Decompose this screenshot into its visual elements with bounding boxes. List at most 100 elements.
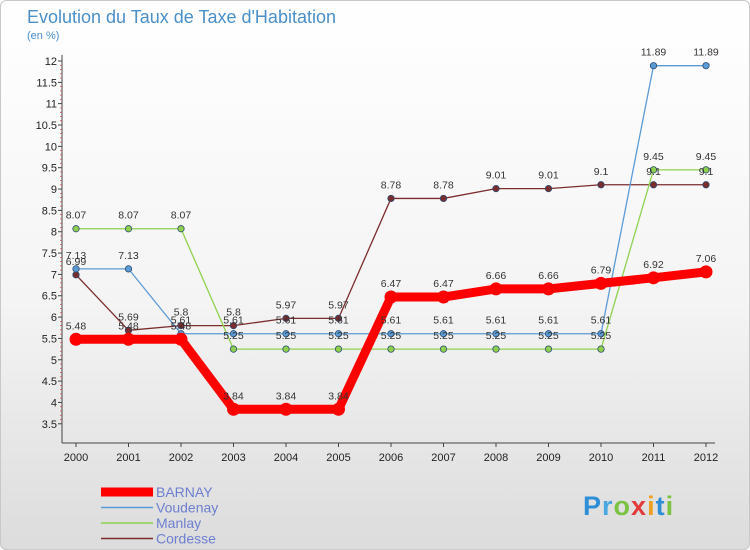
data-point-voudenay bbox=[229, 330, 238, 338]
data-label-manlay: 5.25 bbox=[538, 330, 559, 342]
x-tick-label: 2010 bbox=[589, 452, 613, 464]
data-point-voudenay bbox=[439, 330, 448, 338]
data-point-manlay bbox=[544, 345, 553, 353]
data-point-cordesse bbox=[702, 181, 710, 189]
y-tick-label: 3.5 bbox=[42, 419, 57, 431]
data-point-barnay bbox=[384, 290, 398, 304]
data-point-manlay bbox=[439, 345, 448, 353]
x-tick-label: 2001 bbox=[116, 452, 140, 464]
data-label-cordesse: 5.69 bbox=[118, 311, 139, 323]
data-label-barnay: 6.66 bbox=[538, 270, 559, 282]
data-label-manlay: 9.45 bbox=[643, 151, 664, 163]
data-label-barnay: 6.92 bbox=[643, 259, 664, 271]
proxiti-logo: Proxiti bbox=[583, 491, 674, 522]
data-point-barnay bbox=[437, 290, 450, 304]
x-tick-label: 2009 bbox=[536, 452, 560, 464]
data-label-cordesse: 5.97 bbox=[328, 299, 349, 311]
series-line-cordesse bbox=[75, 184, 707, 331]
data-label-barnay: 3.84 bbox=[276, 390, 297, 402]
data-label-voudenay: 11.89 bbox=[693, 47, 719, 59]
data-point-voudenay bbox=[597, 330, 605, 338]
data-label-cordesse: 9.1 bbox=[594, 166, 609, 178]
y-tick-label: 8.5 bbox=[42, 205, 57, 217]
chart-subtitle: (en %) bbox=[27, 30, 60, 42]
data-label-cordesse: 5.8 bbox=[226, 307, 241, 319]
data-label-cordesse: 9.01 bbox=[486, 170, 507, 182]
data-label-voudenay: 5.61 bbox=[328, 315, 349, 327]
x-tick-label: 2002 bbox=[169, 452, 193, 464]
y-tick-label: 4.5 bbox=[42, 376, 57, 388]
data-label-manlay: 8.07 bbox=[118, 210, 139, 222]
legend-label-cordesse: Cordesse bbox=[156, 531, 216, 547]
data-label-cordesse: 8.78 bbox=[433, 179, 454, 191]
data-label-voudenay: 5.61 bbox=[486, 315, 507, 327]
data-label-barnay: 6.47 bbox=[433, 278, 454, 290]
data-label-voudenay: 7.13 bbox=[118, 250, 139, 262]
data-point-manlay bbox=[334, 345, 343, 353]
x-tick-label: 2005 bbox=[326, 452, 350, 464]
data-point-voudenay bbox=[282, 330, 290, 338]
data-label-cordesse: 9.01 bbox=[538, 170, 559, 182]
data-point-barnay bbox=[647, 271, 660, 285]
legend-label-barnay: BARNAY bbox=[156, 484, 213, 500]
data-point-cordesse bbox=[544, 185, 553, 193]
data-point-manlay bbox=[702, 166, 710, 174]
data-label-cordesse: 8.78 bbox=[381, 179, 402, 191]
data-point-voudenay bbox=[387, 330, 395, 338]
chart-title: Evolution du Taux de Taxe d'Habitation bbox=[27, 7, 336, 27]
data-point-manlay bbox=[72, 225, 80, 233]
x-tick-label: 2011 bbox=[642, 452, 666, 464]
y-tick-label: 6 bbox=[51, 312, 57, 324]
data-label-voudenay: 5.61 bbox=[276, 315, 297, 327]
x-tick-label: 2008 bbox=[484, 452, 508, 464]
data-point-cordesse bbox=[334, 314, 343, 322]
data-label-cordesse: 9.1 bbox=[699, 166, 714, 178]
y-tick-label: 9 bbox=[51, 184, 57, 196]
data-label-voudenay: 11.89 bbox=[641, 47, 667, 59]
data-label-manlay: 8.07 bbox=[171, 210, 192, 222]
data-label-voudenay: 5.61 bbox=[538, 315, 559, 327]
data-label-voudenay: 5.61 bbox=[433, 315, 454, 327]
data-point-barnay bbox=[542, 282, 555, 296]
y-tick-label: 9.5 bbox=[42, 163, 57, 175]
data-point-cordesse bbox=[597, 181, 605, 189]
data-label-manlay: 9.45 bbox=[696, 151, 717, 163]
data-label-voudenay: 5.61 bbox=[171, 315, 192, 327]
data-point-cordesse bbox=[492, 185, 500, 193]
data-point-voudenay bbox=[649, 62, 658, 70]
data-label-barnay: 5.48 bbox=[171, 320, 192, 332]
y-tick-label: 8 bbox=[51, 227, 57, 239]
data-point-manlay bbox=[177, 225, 185, 233]
data-point-manlay bbox=[387, 345, 395, 353]
data-point-manlay bbox=[649, 166, 658, 174]
data-label-voudenay: 5.61 bbox=[381, 315, 402, 327]
data-point-cordesse bbox=[649, 181, 658, 189]
data-label-voudenay: 5.61 bbox=[223, 315, 244, 327]
data-point-barnay bbox=[332, 402, 345, 416]
data-label-manlay: 5.25 bbox=[381, 330, 402, 342]
data-point-manlay bbox=[492, 345, 500, 353]
data-label-manlay: 5.25 bbox=[591, 330, 612, 342]
data-label-barnay: 6.79 bbox=[591, 264, 612, 276]
data-point-manlay bbox=[229, 345, 238, 353]
data-label-barnay: 3.84 bbox=[223, 390, 244, 402]
x-tick-label: 2012 bbox=[694, 452, 718, 464]
data-label-cordesse: 5.97 bbox=[276, 299, 297, 311]
logo-letter: x bbox=[631, 491, 648, 521]
data-label-manlay: 8.07 bbox=[66, 210, 87, 222]
data-point-barnay bbox=[279, 402, 293, 416]
data-point-barnay bbox=[227, 402, 240, 416]
y-tick-label: 5 bbox=[51, 355, 57, 367]
data-point-voudenay bbox=[72, 265, 80, 273]
y-tick-label: 11 bbox=[46, 99, 57, 111]
data-point-manlay bbox=[282, 345, 290, 353]
data-point-voudenay bbox=[492, 330, 500, 338]
data-label-manlay: 5.25 bbox=[486, 330, 507, 342]
legend-label-manlay: Manlay bbox=[156, 515, 201, 531]
data-point-cordesse bbox=[177, 322, 185, 330]
data-point-voudenay bbox=[124, 265, 133, 273]
y-tick-label: 7.5 bbox=[42, 248, 57, 260]
y-tick-label: 6.5 bbox=[42, 291, 57, 303]
